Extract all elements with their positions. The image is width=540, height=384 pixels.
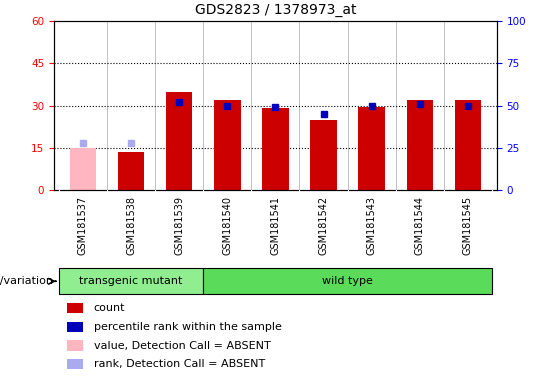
Bar xyxy=(310,120,337,190)
Text: transgenic mutant: transgenic mutant xyxy=(79,276,183,286)
Bar xyxy=(359,107,385,190)
Text: GSM181543: GSM181543 xyxy=(367,196,377,255)
Title: GDS2823 / 1378973_at: GDS2823 / 1378973_at xyxy=(194,3,356,17)
Text: GSM181542: GSM181542 xyxy=(319,196,328,255)
Text: percentile rank within the sample: percentile rank within the sample xyxy=(94,322,282,332)
Bar xyxy=(214,100,240,190)
FancyBboxPatch shape xyxy=(203,268,492,294)
Bar xyxy=(262,108,289,190)
Bar xyxy=(407,100,433,190)
Text: GSM181539: GSM181539 xyxy=(174,196,184,255)
FancyBboxPatch shape xyxy=(59,268,203,294)
Text: rank, Detection Call = ABSENT: rank, Detection Call = ABSENT xyxy=(94,359,265,369)
Bar xyxy=(70,148,96,190)
Text: count: count xyxy=(94,303,125,313)
Text: GSM181538: GSM181538 xyxy=(126,196,136,255)
Bar xyxy=(118,152,144,190)
Text: value, Detection Call = ABSENT: value, Detection Call = ABSENT xyxy=(94,341,271,351)
Bar xyxy=(455,100,481,190)
Bar xyxy=(68,303,83,313)
Bar xyxy=(68,322,83,332)
Text: GSM181545: GSM181545 xyxy=(463,196,473,255)
Text: wild type: wild type xyxy=(322,276,373,286)
Text: GSM181541: GSM181541 xyxy=(271,196,280,255)
Text: GSM181537: GSM181537 xyxy=(78,196,88,255)
Text: GSM181544: GSM181544 xyxy=(415,196,425,255)
Bar xyxy=(68,359,83,369)
Bar xyxy=(68,341,83,351)
Text: GSM181540: GSM181540 xyxy=(222,196,232,255)
Text: genotype/variation: genotype/variation xyxy=(0,276,53,286)
Bar xyxy=(166,91,192,190)
